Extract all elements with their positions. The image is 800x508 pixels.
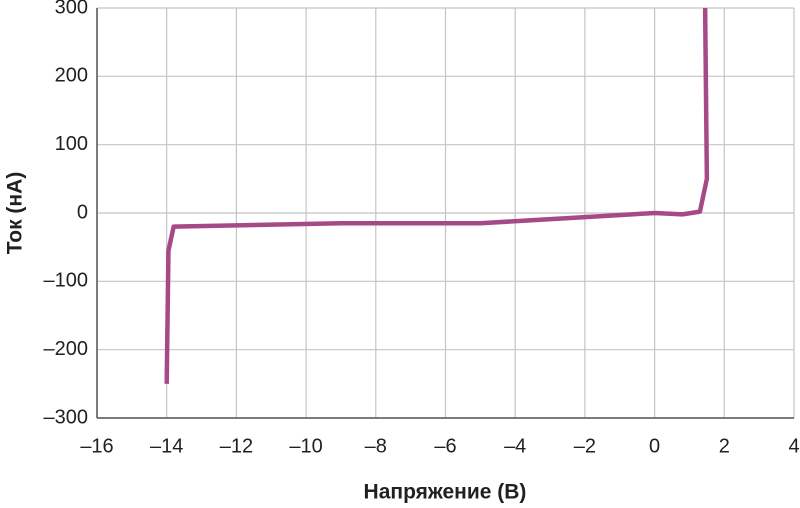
x-tick-label: –14 (150, 435, 183, 457)
x-tick-label: –8 (365, 435, 387, 457)
x-tick-label: –4 (504, 435, 526, 457)
x-tick-label: –12 (220, 435, 253, 457)
x-tick-label: 0 (649, 435, 660, 457)
y-tick-label: 200 (55, 65, 88, 87)
x-tick-label: –6 (434, 435, 456, 457)
y-tick-label: 300 (55, 0, 88, 18)
y-tick-label: –100 (44, 270, 89, 292)
y-tick-label: –200 (44, 338, 89, 360)
x-axis-title: Напряжение (В) (364, 481, 527, 504)
y-tick-label: 0 (77, 201, 88, 223)
x-tick-label: 2 (719, 435, 730, 457)
data-line (164, 7, 710, 384)
x-tick-label: –16 (80, 435, 113, 457)
x-tick-label: –2 (574, 435, 596, 457)
y-tick-label: 100 (55, 133, 88, 155)
y-axis-title: Ток (нА) (4, 172, 27, 255)
y-tick-label: –300 (44, 406, 89, 428)
x-tick-label: 4 (788, 435, 799, 457)
x-tick-label: –10 (289, 435, 322, 457)
